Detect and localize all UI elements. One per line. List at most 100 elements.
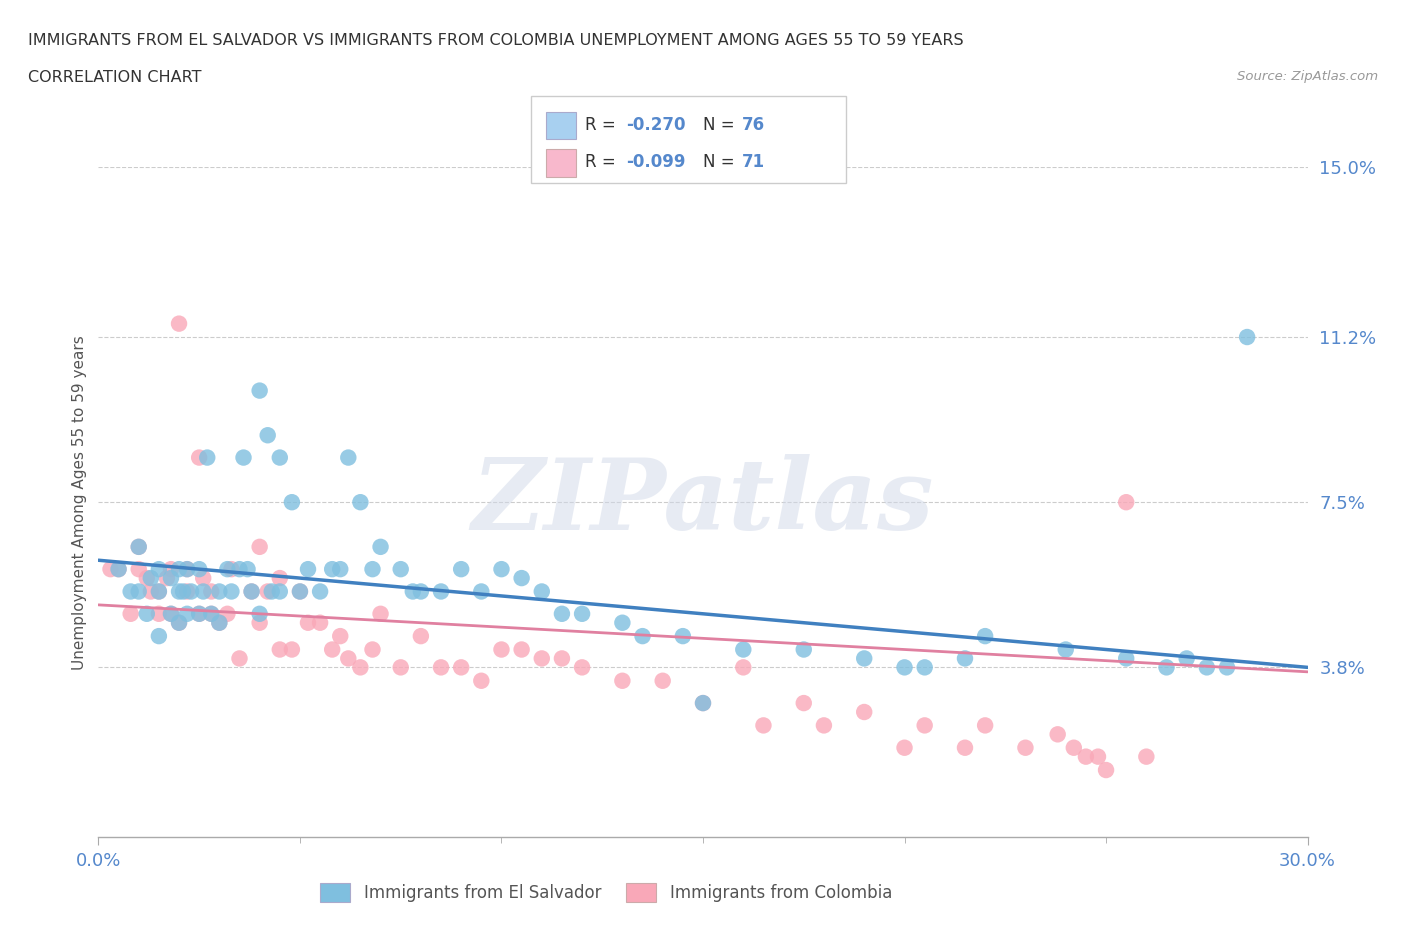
Point <box>1195 660 1218 675</box>
Point <box>631 629 654 644</box>
Point <box>193 584 215 599</box>
Text: Source: ZipAtlas.com: Source: ZipAtlas.com <box>1237 70 1378 83</box>
Text: 71: 71 <box>742 153 765 171</box>
Point <box>160 571 183 586</box>
Point <box>228 562 250 577</box>
Point <box>188 562 211 577</box>
Point <box>491 562 513 577</box>
Point <box>269 450 291 465</box>
Point <box>221 584 243 599</box>
Point <box>813 718 835 733</box>
Point <box>232 450 254 465</box>
Point <box>249 606 271 621</box>
Point <box>612 673 634 688</box>
Point <box>148 606 170 621</box>
Point <box>128 539 150 554</box>
Point <box>269 642 291 657</box>
Point <box>1175 651 1198 666</box>
Point <box>309 616 332 631</box>
Point <box>156 571 179 586</box>
Point <box>409 584 432 599</box>
Point <box>321 642 343 657</box>
Point <box>1014 740 1036 755</box>
Point <box>953 740 976 755</box>
Point <box>337 450 360 465</box>
Point <box>672 629 695 644</box>
Text: ZIPatlas: ZIPatlas <box>472 454 934 551</box>
Point <box>188 606 211 621</box>
Point <box>450 660 472 675</box>
Point <box>733 642 755 657</box>
Point <box>551 606 574 621</box>
Point <box>167 616 190 631</box>
Point <box>240 584 263 599</box>
Point <box>249 383 271 398</box>
Point <box>297 616 319 631</box>
Point <box>281 495 304 510</box>
Point <box>167 316 190 331</box>
Point <box>402 584 425 599</box>
Point <box>176 606 198 621</box>
Point <box>337 651 360 666</box>
Point <box>176 584 198 599</box>
Point <box>510 642 533 657</box>
Point <box>733 660 755 675</box>
Point <box>176 562 198 577</box>
Point <box>329 562 352 577</box>
Point <box>329 629 352 644</box>
Point <box>200 606 222 621</box>
Point <box>752 718 775 733</box>
Point <box>128 584 150 599</box>
Point <box>651 673 673 688</box>
Point <box>249 539 271 554</box>
Point <box>188 450 211 465</box>
Point <box>269 571 291 586</box>
Point <box>1074 750 1097 764</box>
Point <box>430 660 453 675</box>
Point <box>1156 660 1178 675</box>
Point <box>510 571 533 586</box>
Point <box>914 660 936 675</box>
Point <box>793 696 815 711</box>
Text: R =: R = <box>585 153 621 171</box>
Point <box>914 718 936 733</box>
Text: R =: R = <box>585 116 621 134</box>
Point <box>217 606 239 621</box>
Point <box>389 562 412 577</box>
Point <box>217 562 239 577</box>
Point <box>1135 750 1157 764</box>
Point <box>389 660 412 675</box>
Point <box>612 616 634 631</box>
Point <box>148 629 170 644</box>
Point <box>160 606 183 621</box>
Text: IMMIGRANTS FROM EL SALVADOR VS IMMIGRANTS FROM COLOMBIA UNEMPLOYMENT AMONG AGES : IMMIGRANTS FROM EL SALVADOR VS IMMIGRANT… <box>28 33 963 47</box>
Point <box>208 616 231 631</box>
Point <box>450 562 472 577</box>
Point <box>530 584 553 599</box>
Point <box>953 651 976 666</box>
Point <box>974 718 997 733</box>
Point <box>793 642 815 657</box>
Point <box>160 606 183 621</box>
Point <box>1115 651 1137 666</box>
Point <box>893 660 915 675</box>
Point <box>974 629 997 644</box>
Point <box>297 562 319 577</box>
Point <box>148 562 170 577</box>
Point <box>120 606 142 621</box>
Point <box>349 660 371 675</box>
Point <box>1054 642 1077 657</box>
Text: N =: N = <box>703 116 740 134</box>
Point <box>530 651 553 666</box>
Point <box>269 584 291 599</box>
Point <box>120 584 142 599</box>
Point <box>288 584 311 599</box>
Point <box>221 562 243 577</box>
Point <box>148 584 170 599</box>
Point <box>288 584 311 599</box>
Point <box>167 584 190 599</box>
Point <box>240 584 263 599</box>
Point <box>430 584 453 599</box>
Point <box>321 562 343 577</box>
Point <box>172 584 194 599</box>
